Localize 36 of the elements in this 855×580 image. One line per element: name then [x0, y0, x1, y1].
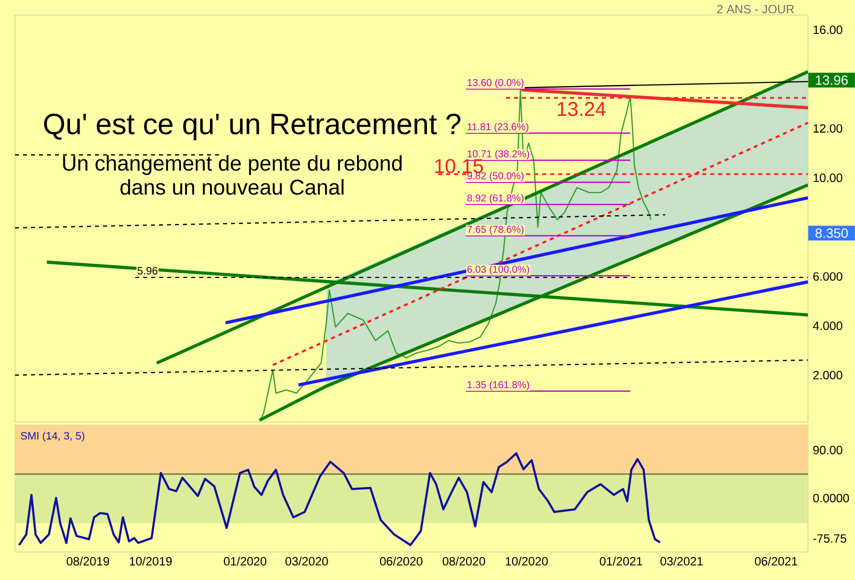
y-tick-label: 2.000: [813, 370, 842, 380]
y-tick-label: 4.000: [812, 322, 842, 330]
annotation: 8.92 (61.8%): [467, 194, 524, 204]
line-series: [18, 452, 662, 546]
x-tick-label: 01/2021: [600, 556, 642, 566]
x-tick-label: 06/2021: [754, 556, 798, 566]
y-tick-label: 16.00: [814, 26, 842, 34]
annotation: 10.71 (38.2%): [468, 150, 530, 160]
x-tick-label: 01/2020: [224, 556, 266, 566]
text: Un changement de pente du rebond dans un nouveau Canal: [63, 155, 402, 195]
annotation: 13.96: [816, 75, 848, 85]
y-tick-label: 10.00: [814, 174, 842, 182]
annotation: 7.65 (78.6%): [467, 226, 524, 235]
x-tick-label: 03/2020: [286, 556, 328, 566]
x-tick-label: 08/2020: [442, 556, 486, 566]
y-tick-label: 6.000: [813, 272, 842, 281]
y-tick-label: 90.00: [813, 446, 842, 454]
annotation: 13.24: [558, 102, 606, 116]
y-tick-label: 12.00: [814, 124, 842, 133]
annotation: 1.35 (161.8%): [468, 380, 530, 390]
x-tick-label: 06/2020: [380, 556, 422, 566]
annotation: 6.03 (100.0%): [467, 265, 530, 275]
annotation: 10.15: [435, 158, 483, 174]
text: 8.350: [816, 228, 848, 238]
text: SMI (14, 3, 5): [20, 432, 84, 442]
annotation: 11.81 (23.6%): [468, 122, 528, 132]
x-tick-label: 10/2020: [506, 556, 548, 566]
text: 2 ANS - JOUR: [717, 4, 794, 14]
x-tick-label: 03/2021: [660, 556, 703, 566]
y-tick-label: 0.0000: [813, 494, 849, 502]
text: Qu' est ce qu' un Retracement ?: [44, 114, 460, 140]
annotation: 13.60 (0.0%): [468, 78, 524, 88]
x-tick-label: 10/2019: [130, 556, 172, 566]
y-tick-label: -75.75: [813, 534, 846, 543]
x-tick-label: 08/2019: [66, 556, 110, 566]
annotation: 5.96: [138, 266, 158, 275]
